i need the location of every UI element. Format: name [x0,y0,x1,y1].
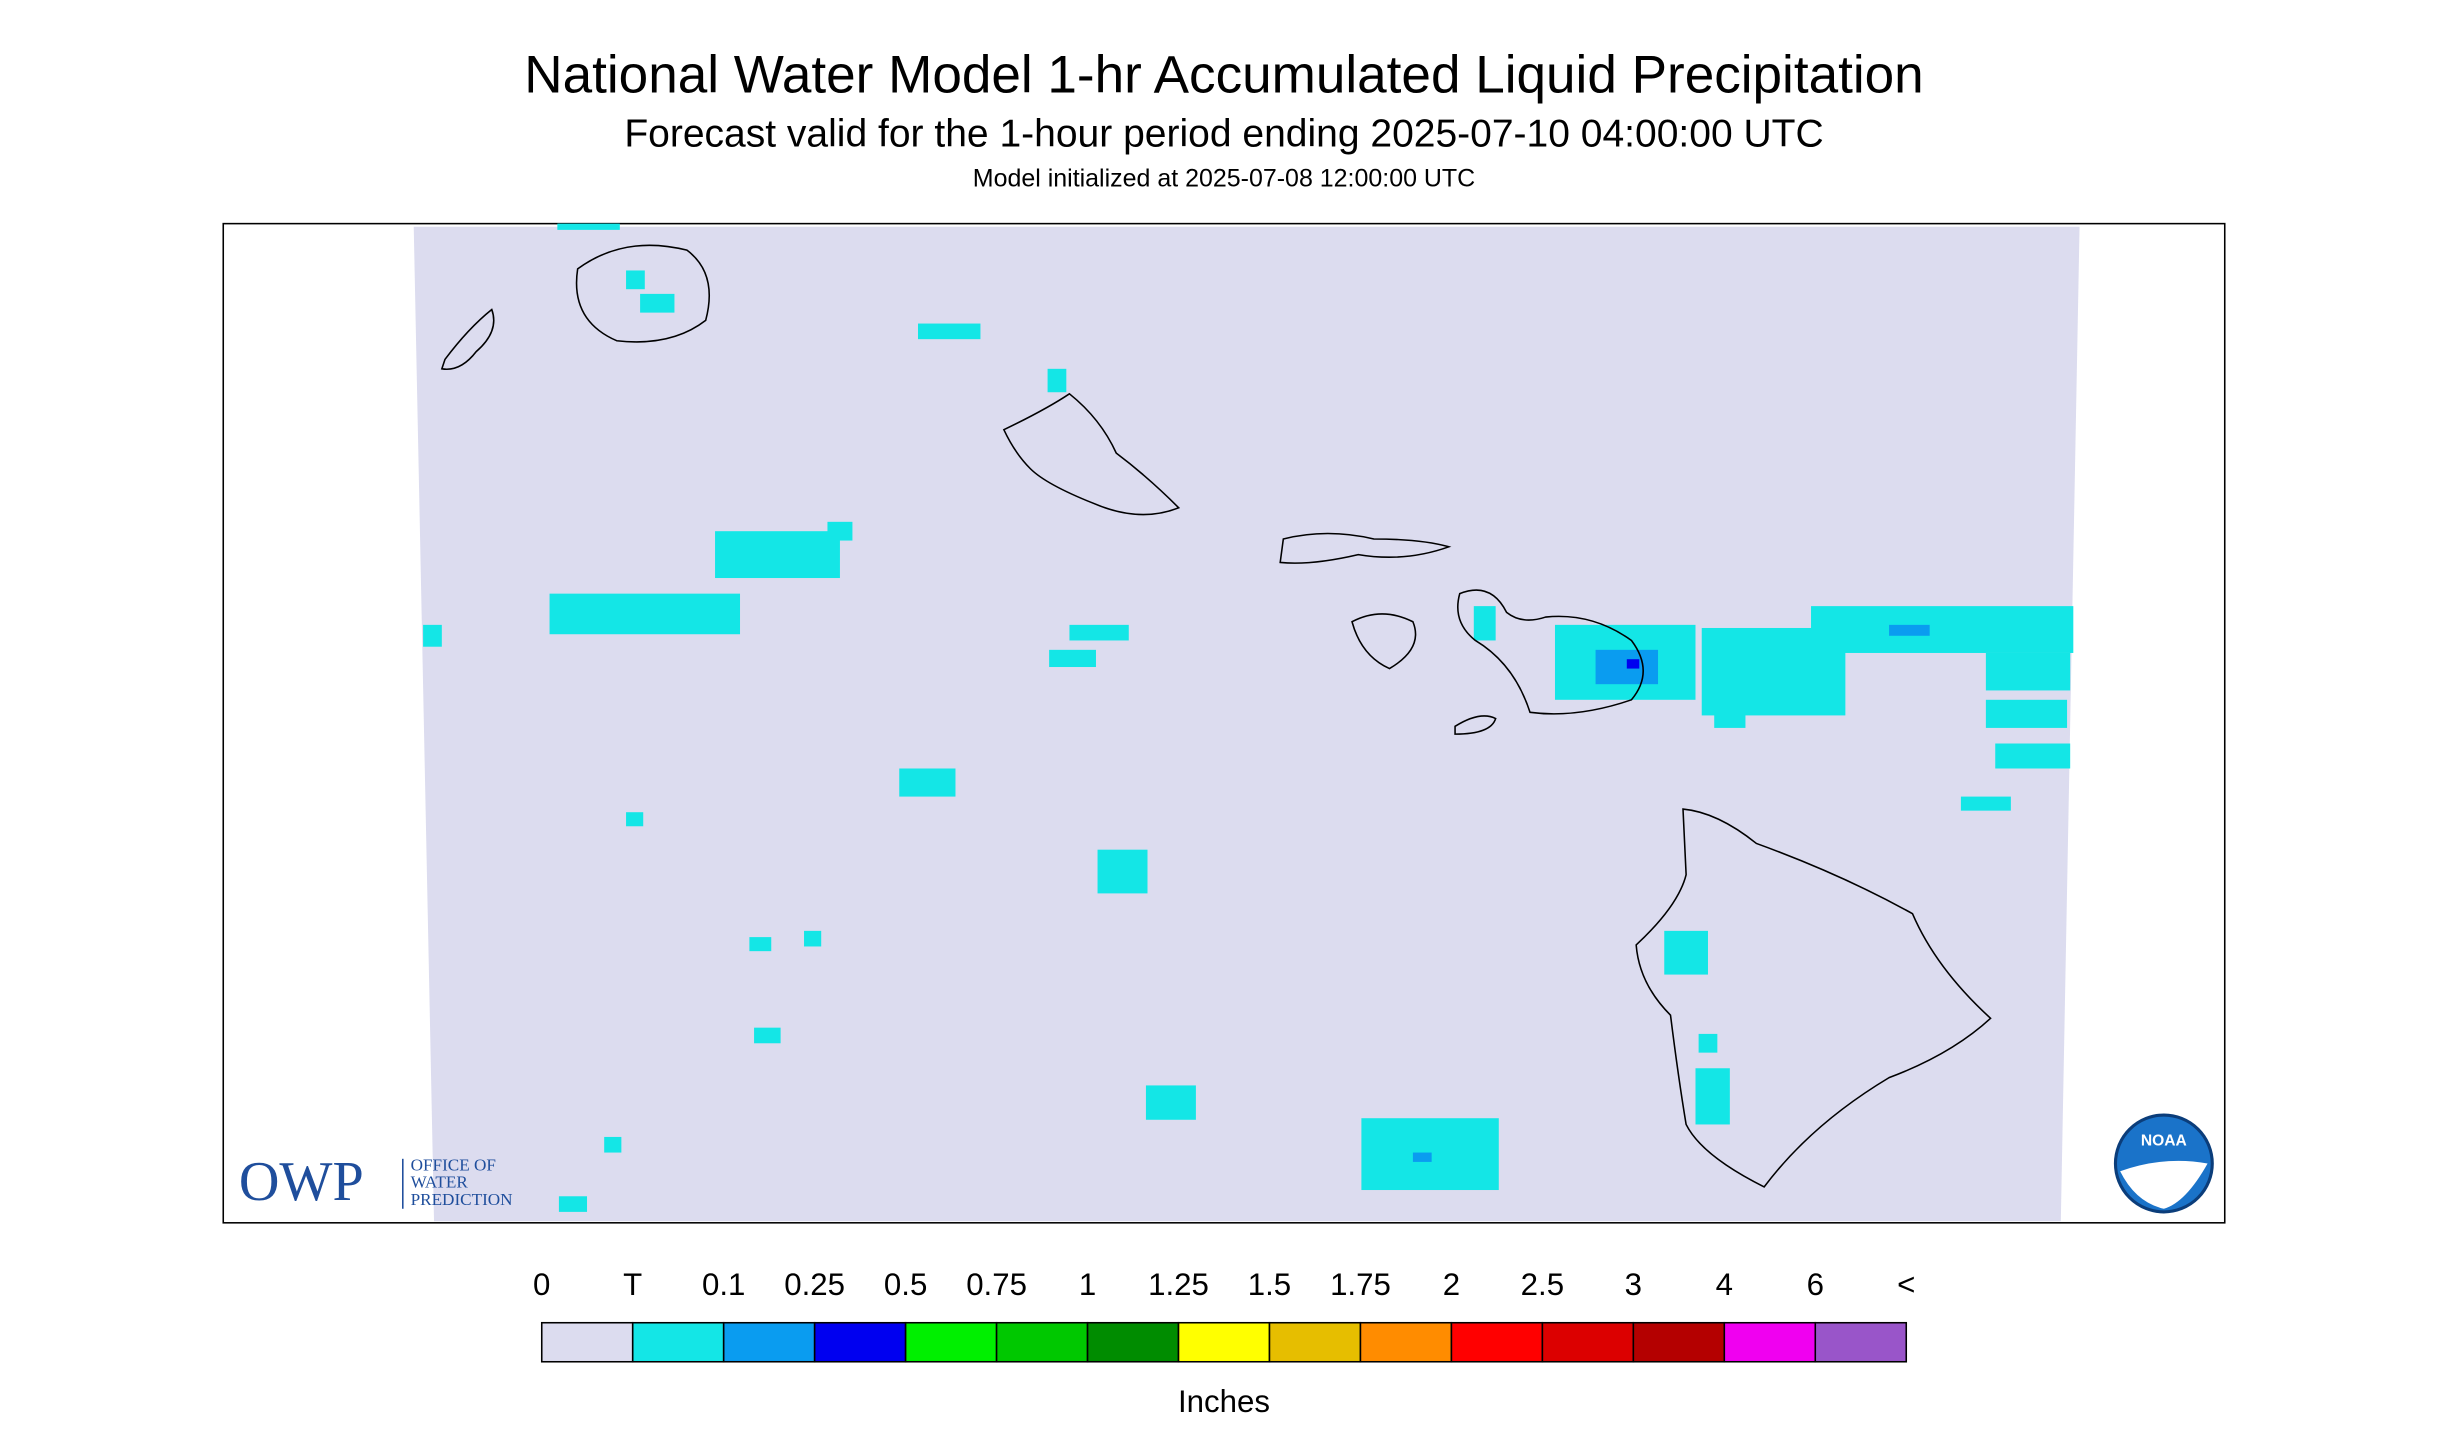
owp-logo: OWP OFFICE OF WATER PREDICTION [239,1151,513,1213]
legend-swatch [1450,1321,1544,1363]
owp-logo-line: OFFICE OF [411,1156,496,1175]
init-time: Model initialized at 2025-07-08 12:00:00… [973,165,1475,193]
legend-swatch [995,1321,1089,1363]
legend-label: 2.5 [1521,1267,1564,1302]
legend-label: 1.75 [1330,1267,1391,1302]
legend-label: 0.5 [884,1267,927,1302]
legend-label: < [1897,1267,1915,1302]
legend-label: 0.1 [702,1267,745,1302]
legend-label: 4 [1716,1267,1733,1302]
legend-swatch [904,1321,998,1363]
legend-label: 1.25 [1148,1267,1209,1302]
noaa-logo-text: NOAA [2141,1133,2187,1150]
legend-swatch [1632,1321,1726,1363]
legend-label: 1.5 [1248,1267,1291,1302]
owp-logo-line: PREDICTION [411,1190,513,1209]
legend-label: 1 [1079,1267,1096,1302]
owp-logo-text: OWP [239,1151,364,1213]
legend-label: 6 [1807,1267,1824,1302]
legend-label: 0.75 [966,1267,1027,1302]
legend-label: 0.25 [784,1267,845,1302]
legend-swatch [1723,1321,1817,1363]
owp-logo-line: WATER [411,1173,469,1192]
legend-swatch [1268,1321,1362,1363]
legend-swatch [722,1321,816,1363]
map: OWP OFFICE OF WATER PREDICTION NOAA [222,222,2226,1224]
legend-label: 3 [1625,1267,1642,1302]
legend-label: 0 [533,1267,550,1302]
precip-cells [423,223,2074,1212]
legend-swatch [1086,1321,1180,1363]
data-domain [413,226,2080,1222]
legend: 0 T 0.1 0.25 0.5 0.75 1 1.25 1.5 1.75 2 2.5 3 4 6 < [533,1267,1915,1363]
legend-swatch [1177,1321,1271,1363]
legend-swatch [631,1321,725,1363]
title: National Water Model 1-hr Accumulated Li… [524,45,1923,104]
legend-swatch [813,1321,907,1363]
subtitle: Forecast valid for the 1-hour period end… [624,113,1823,156]
legend-unit: Inches [1178,1384,1270,1419]
legend-swatch [1359,1321,1453,1363]
legend-label: T [623,1267,642,1302]
legend-swatch [540,1321,634,1363]
legend-swatch [1541,1321,1635,1363]
island-outlines [440,244,1992,1188]
noaa-logo: NOAA [2113,1113,2214,1214]
legend-swatch [1814,1321,1908,1363]
legend-label: 2 [1443,1267,1460,1302]
